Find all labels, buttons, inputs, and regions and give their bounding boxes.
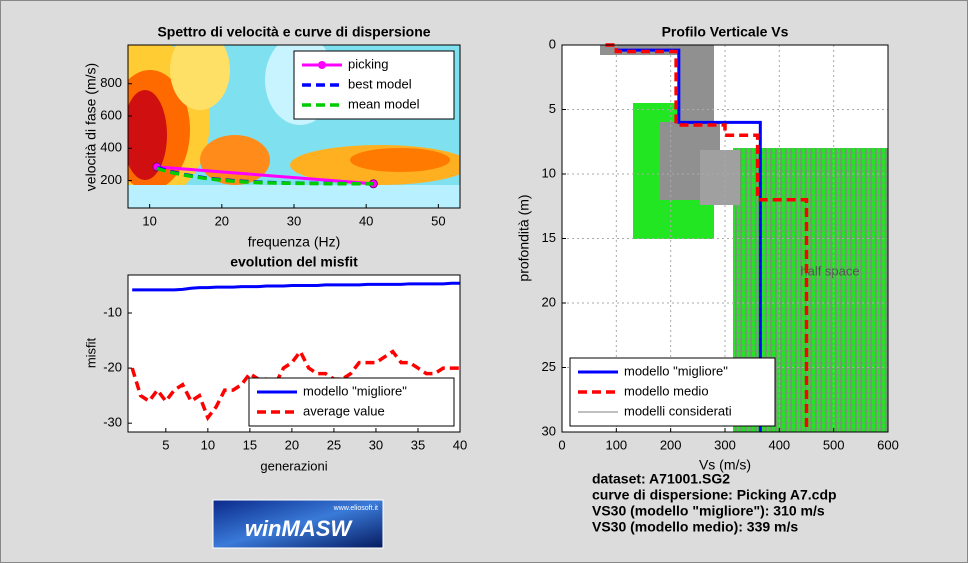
x-tick-label: 40	[453, 437, 467, 452]
legend-marker	[318, 61, 326, 69]
legend-label: picking	[348, 56, 388, 71]
chart-title: Spettro di velocità e curve di dispersio…	[157, 24, 430, 40]
y-tick-label: -30	[103, 415, 122, 430]
y-tick-label: 25	[542, 359, 556, 374]
x-tick-label: 200	[660, 437, 682, 452]
y-tick-label: 15	[542, 230, 556, 245]
x-tick-label: 10	[142, 213, 156, 228]
info-line: dataset: A71001.SG2	[592, 471, 730, 487]
y-tick-label: 800	[100, 75, 122, 90]
legend-label: modello medio	[624, 383, 709, 398]
x-tick-label: 35	[411, 437, 425, 452]
legend-label: average value	[303, 403, 385, 418]
x-axis-label: frequenza (Hz)	[248, 234, 341, 250]
y-tick-label: 20	[542, 294, 556, 309]
x-tick-label: 20	[285, 437, 299, 452]
y-axis-label: velocità di fase (m/s)	[83, 63, 99, 191]
y-tick-label: 200	[100, 172, 122, 187]
legend-label: modelli considerati	[624, 403, 732, 418]
info-line: VS30 (modello medio): 339 m/s	[592, 519, 798, 535]
logo-url: www.eliosoft.it	[333, 505, 378, 512]
x-axis-label: generazioni	[260, 458, 327, 473]
x-tick-label: 0	[558, 437, 565, 452]
screen: Spettro di velocità e curve di dispersio…	[0, 0, 968, 563]
x-tick-label: 500	[823, 437, 845, 452]
legend-label: modello "migliore"	[303, 383, 407, 398]
chart-title: Profilo Verticale Vs	[662, 24, 789, 40]
legend-label: mean model	[348, 96, 420, 111]
legend-label: best model	[348, 76, 412, 91]
x-tick-label: 300	[714, 437, 736, 452]
x-tick-label: 15	[243, 437, 257, 452]
info-line: curve di dispersione: Picking A7.cdp	[592, 487, 837, 503]
x-tick-label: 40	[359, 213, 373, 228]
y-tick-label: 600	[100, 107, 122, 122]
x-tick-label: 600	[877, 437, 899, 452]
logo: www.eliosoft.it winMASW	[213, 500, 383, 548]
logo-text: winMASW	[245, 516, 354, 541]
x-tick-label: 30	[369, 437, 383, 452]
x-tick-label: 100	[605, 437, 627, 452]
y-tick-label: 0	[549, 36, 556, 51]
y-tick-label: -10	[103, 304, 122, 319]
x-tick-label: 50	[431, 213, 445, 228]
x-tick-label: 20	[215, 213, 229, 228]
legend-label: modello "migliore"	[624, 363, 728, 378]
x-tick-label: 5	[162, 437, 169, 452]
x-tick-label: 10	[201, 437, 215, 452]
y-tick-label: 10	[542, 165, 556, 180]
y-tick-label: 5	[549, 101, 556, 116]
info-line: VS30 (modello "migliore"): 310 m/s	[592, 503, 825, 519]
x-tick-label: 25	[327, 437, 341, 452]
chart-title: evolution del misfit	[230, 254, 358, 270]
x-tick-label: 30	[287, 213, 301, 228]
y-axis-label: profondità (m)	[516, 194, 532, 281]
y-tick-label: 30	[542, 423, 556, 438]
x-tick-label: 400	[768, 437, 790, 452]
y-tick-label: 400	[100, 140, 122, 155]
y-axis-label: misfit	[83, 337, 98, 368]
y-tick-label: -20	[103, 360, 122, 375]
annotation: half space	[800, 263, 859, 278]
